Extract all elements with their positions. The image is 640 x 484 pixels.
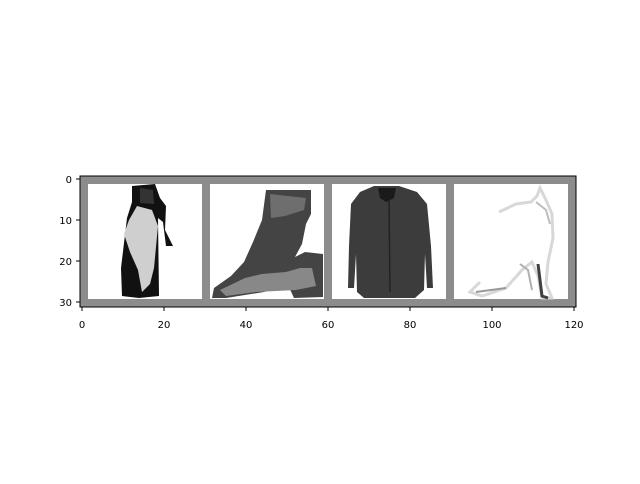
y-axis: 0 10 20 30 xyxy=(59,175,80,309)
sandal-panel xyxy=(454,184,568,300)
x-tick-label: 80 xyxy=(404,320,417,331)
x-tick-label: 100 xyxy=(482,320,501,331)
x-tick-label: 0 xyxy=(79,320,85,331)
x-tick-label: 60 xyxy=(322,320,335,331)
y-tick-label: 30 xyxy=(59,298,72,309)
x-tick-label: 120 xyxy=(564,320,583,331)
dress-panel xyxy=(88,184,202,299)
y-tick-label: 10 xyxy=(59,216,72,227)
y-tick-label: 20 xyxy=(59,257,72,268)
x-tick-label: 40 xyxy=(240,320,253,331)
x-tick-label: 20 xyxy=(158,320,171,331)
boot-panel xyxy=(210,184,324,299)
shirt-panel xyxy=(332,184,446,299)
x-axis: 0 20 40 60 80 100 120 xyxy=(79,307,584,331)
y-tick-label: 0 xyxy=(66,175,72,186)
